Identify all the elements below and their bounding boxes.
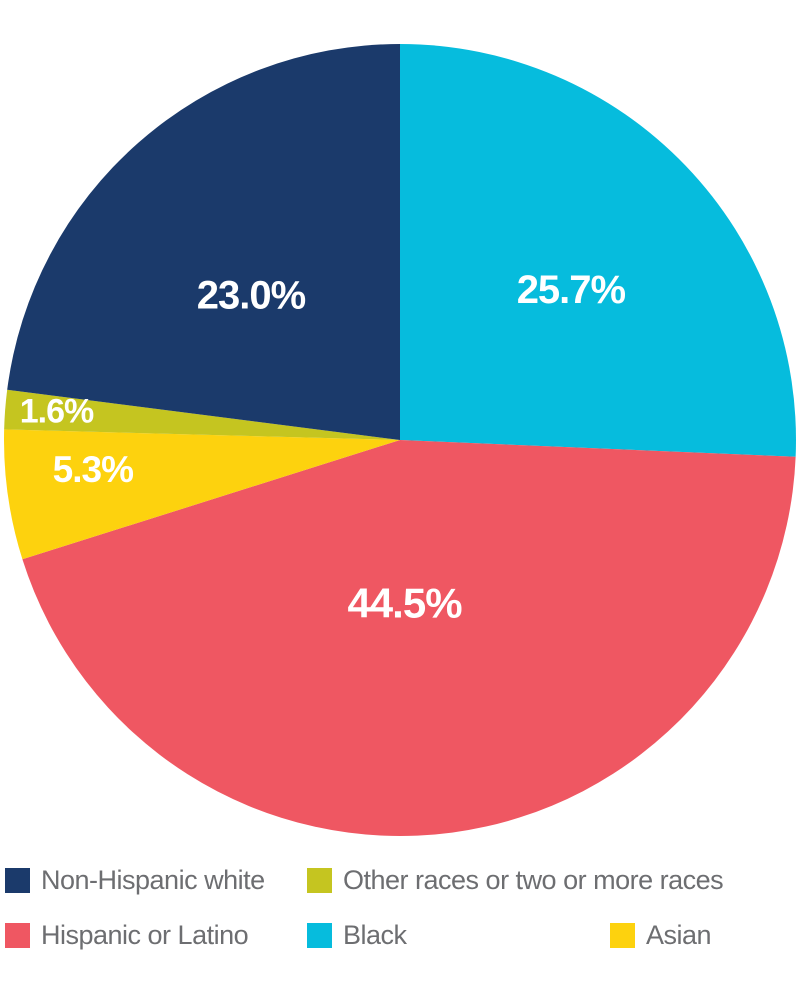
legend-swatch — [5, 922, 30, 948]
slice-value-label: 23.0% — [197, 273, 306, 317]
pie-slice-hispanic-or-latino — [22, 440, 796, 836]
legend-item-black: Black — [307, 917, 407, 953]
legend-label: Other races or two or more races — [343, 864, 724, 895]
legend-swatch — [5, 867, 30, 893]
legend-swatch — [610, 922, 635, 948]
legend-item-asian: Asian — [610, 917, 712, 953]
legend-label: Non-Hispanic white — [41, 864, 265, 895]
legend-item-other-races: Other races or two or more races — [307, 862, 724, 898]
legend-label: Black — [343, 919, 407, 950]
pie-slice-asian — [3, 429, 400, 560]
pie-slice-black — [400, 44, 796, 457]
legend-item-non-hispanic-white: Non-Hispanic white — [5, 862, 265, 898]
slice-value-label: 44.5% — [347, 579, 462, 626]
legend-swatch — [307, 867, 332, 893]
legend-item-hispanic-or-latino: Hispanic or Latino — [5, 917, 249, 953]
pie-slice-non-hispanic-white — [7, 44, 400, 440]
chart-legend: Non-Hispanic white Other races or two or… — [0, 850, 800, 1000]
slice-value-label: 25.7% — [517, 268, 626, 312]
legend-label: Hispanic or Latino — [41, 919, 249, 950]
pie-chart: 25.7% 44.5% 5.3% 1.6% 23.0% — [3, 44, 796, 836]
legend-label: Asian — [646, 919, 712, 950]
pie-slice-other-races-or-two-or-more-races — [4, 389, 400, 440]
legend-swatch — [307, 922, 332, 948]
slice-value-label: 1.6% — [20, 393, 94, 431]
slice-value-label: 5.3% — [53, 449, 133, 490]
